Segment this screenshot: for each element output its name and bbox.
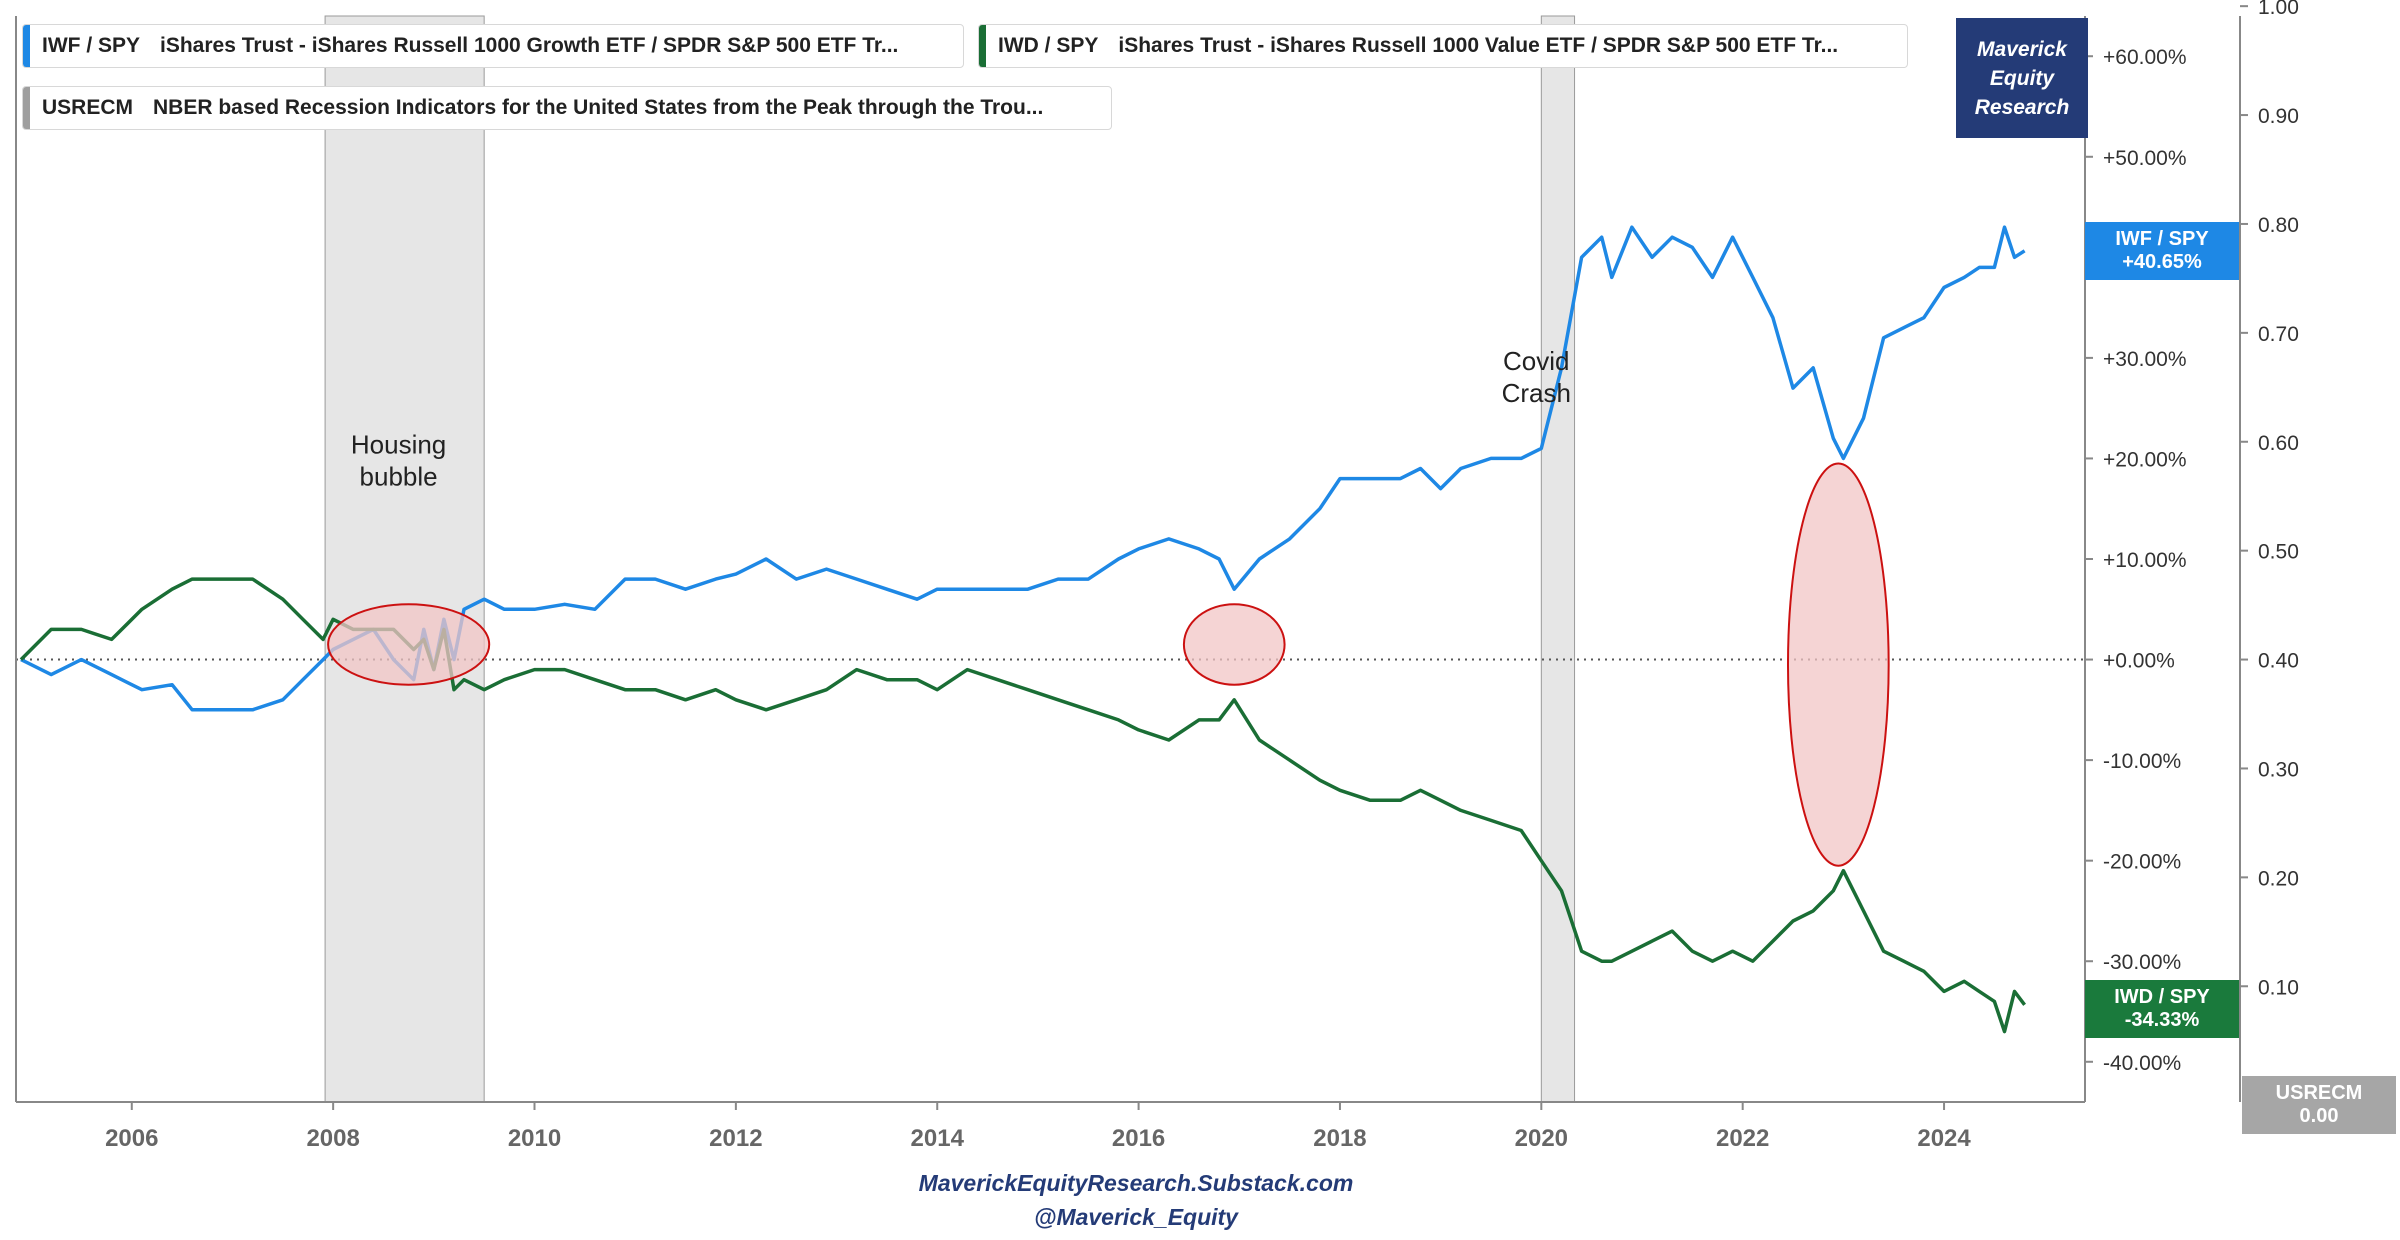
usrecm-tick-label: 0.40 (2258, 650, 2299, 673)
legend-color-iwd (979, 25, 986, 67)
x-tick-label: 2010 (508, 1125, 561, 1152)
usrecm-tick-label: 1.00 (2258, 0, 2299, 19)
usrecm-tick-label: 0.60 (2258, 432, 2299, 455)
x-tick-label: 2014 (911, 1125, 965, 1152)
annotation-text: Covid (1503, 346, 1569, 376)
legend-symbol: IWF / SPY (42, 34, 141, 57)
legend-color-usrecm (23, 87, 30, 129)
y-tick-label: -30.00% (2103, 951, 2181, 974)
annotation-text: bubble (360, 461, 438, 491)
highlight-ellipse (1786, 462, 1890, 867)
series-line-iwd (19, 577, 2026, 1034)
highlight-ellipse (327, 603, 491, 686)
y-tick-label: +0.00% (2103, 650, 2175, 673)
brand-line: Equity (1989, 66, 2055, 90)
legend-description: NBER based Recession Indicators for the … (153, 96, 1044, 119)
legend-item-usrecm[interactable]: USRECM NBER based Recession Indicators f… (22, 86, 1112, 130)
brand-line: Research (1974, 95, 2070, 119)
y-tick-label: +50.00% (2103, 147, 2187, 170)
legend-description: iShares Trust - iShares Russell 1000 Val… (1118, 34, 1839, 57)
recession-band (324, 15, 485, 1103)
x-tick-label: 2008 (306, 1125, 359, 1152)
annotation-text: Crash (1502, 378, 1571, 408)
y-tick-label: -20.00% (2103, 851, 2181, 874)
usrecm-tick-label: 0.50 (2258, 541, 2299, 564)
y-tick-label: +30.00% (2103, 348, 2187, 371)
brand-line: Maverick (1977, 37, 2067, 61)
usrecm-tick-label: 0.90 (2258, 105, 2299, 128)
iwd-value-tag: IWD / SPY -34.33% (2085, 980, 2239, 1038)
legend-item-iwd[interactable]: IWD / SPY iShares Trust - iShares Russel… (978, 24, 1908, 68)
iwf-value-tag: IWF / SPY +40.65% (2085, 222, 2239, 280)
tag-symbol: USRECM (2275, 1082, 2363, 1104)
x-tick-label: 2018 (1313, 1125, 1366, 1152)
footer-website[interactable]: MaverickEquityResearch.Substack.com (918, 1170, 1354, 1196)
x-tick-label: 2006 (105, 1125, 158, 1152)
usrecm-tick-label: 0.80 (2258, 214, 2299, 237)
x-tick-label: 2024 (1917, 1125, 1971, 1152)
y-tick-label: +10.00% (2103, 549, 2187, 572)
tag-value: +40.65% (2122, 251, 2202, 273)
legend-color-iwf (23, 25, 30, 67)
legend-symbol: USRECM (42, 96, 134, 119)
annotation-text: Housing (351, 429, 446, 459)
y-tick-label: +20.00% (2103, 448, 2187, 471)
x-tick-label: 2012 (709, 1125, 762, 1152)
x-tick-label: 2022 (1716, 1125, 1769, 1152)
usrecm-tick-label: 0.20 (2258, 867, 2299, 890)
footer-handle[interactable]: @Maverick_Equity (1034, 1204, 1238, 1230)
usrecm-tick-label: 0.30 (2258, 758, 2299, 781)
tag-symbol: IWF / SPY (2115, 228, 2209, 250)
legend-description: iShares Trust - iShares Russell 1000 Gro… (160, 34, 899, 57)
y-tick-label: +60.00% (2103, 46, 2187, 69)
tag-value: -34.33% (2124, 1009, 2200, 1031)
highlight-ellipse (1182, 603, 1286, 686)
usrecm-tick-label: 0.70 (2258, 323, 2299, 346)
usrecm-value-tag: USRECM 0.00 (2242, 1076, 2396, 1134)
x-tick-label: 2020 (1515, 1125, 1568, 1152)
recession-band (1540, 15, 1576, 1103)
legend-item-iwf[interactable]: IWF / SPY iShares Trust - iShares Russel… (22, 24, 964, 68)
tag-value: 0.00 (2299, 1105, 2339, 1127)
x-tick-label: 2016 (1112, 1125, 1165, 1152)
tag-symbol: IWD / SPY (2114, 986, 2210, 1008)
legend-symbol: IWD / SPY (998, 34, 1099, 57)
y-tick-label: -40.00% (2103, 1052, 2181, 1075)
brand-logo: Maverick Equity Research (1956, 18, 2088, 138)
y-tick-label: -10.00% (2103, 750, 2181, 773)
usrecm-tick-label: 0.10 (2258, 976, 2299, 999)
